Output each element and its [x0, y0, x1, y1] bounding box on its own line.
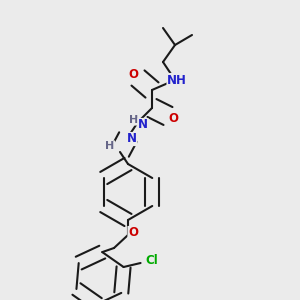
- Text: NH: NH: [167, 74, 187, 86]
- Text: N: N: [127, 133, 137, 146]
- Text: H: H: [105, 141, 115, 151]
- Text: O: O: [128, 68, 138, 82]
- Text: N: N: [138, 118, 148, 131]
- Text: O: O: [128, 226, 138, 239]
- Text: Cl: Cl: [145, 254, 158, 266]
- Text: O: O: [168, 112, 178, 124]
- Text: H: H: [129, 115, 139, 125]
